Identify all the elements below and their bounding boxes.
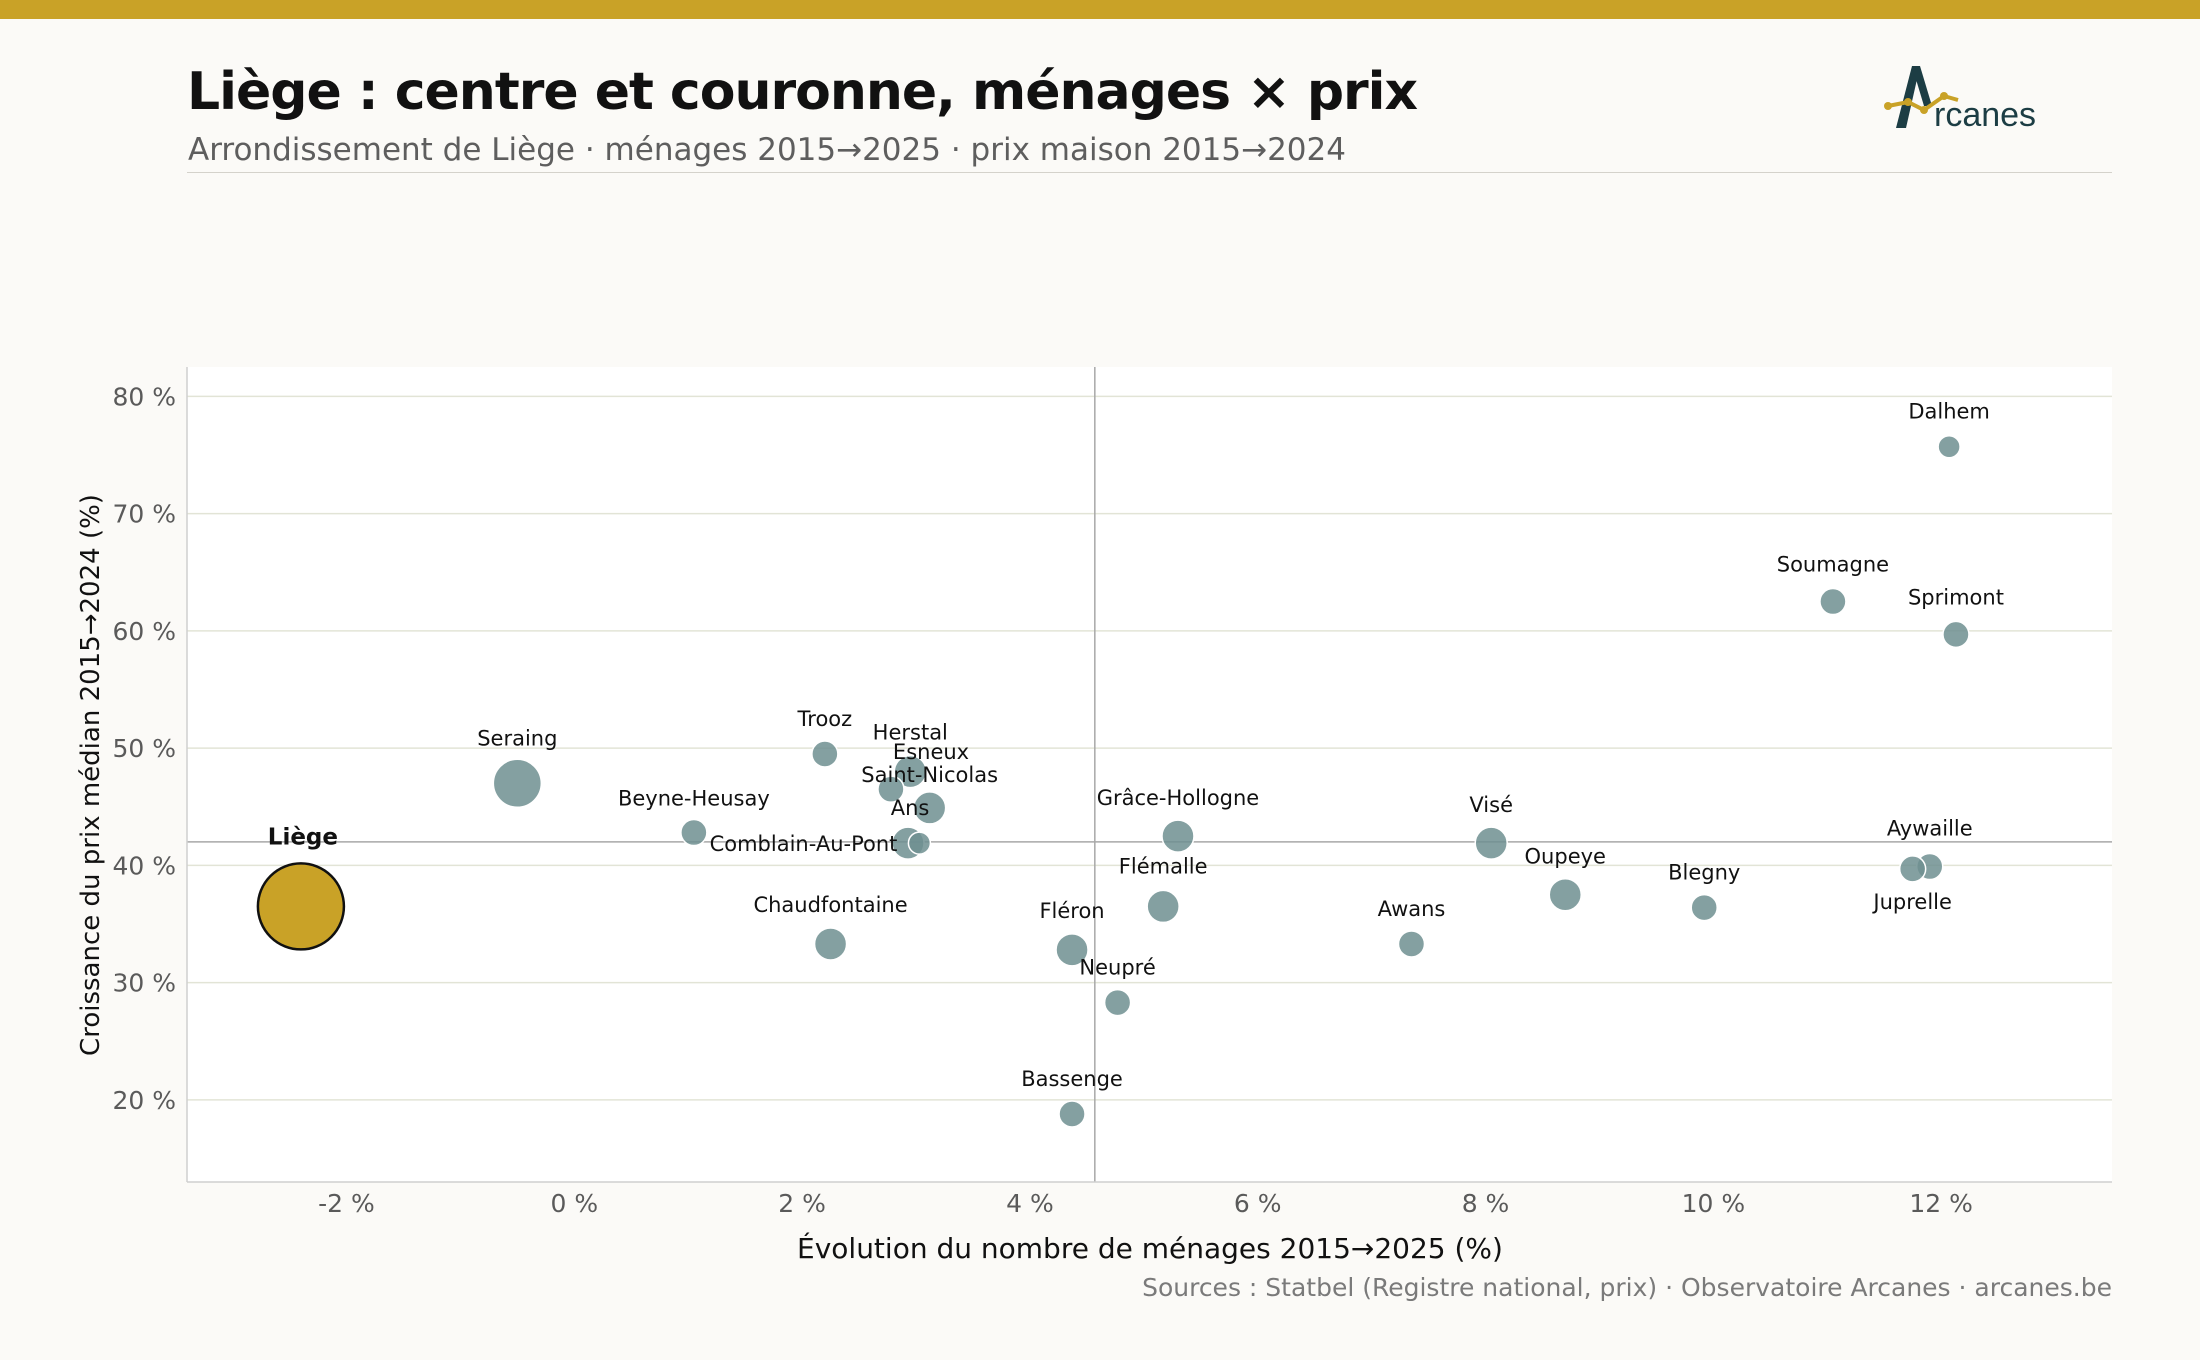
point-flemalle — [1146, 889, 1180, 924]
x-tick-labels: -2 % 0 % 2 % 4 % 6 % 8 % 10 % 12 % — [318, 1189, 1973, 1218]
x-tick-label: 10 % — [1682, 1189, 1746, 1218]
point-label-oupeye: Oupeye — [1525, 845, 1606, 869]
x-tick-label: 2 % — [778, 1189, 826, 1218]
y-tick-label: 20 % — [112, 1086, 176, 1115]
point-sprimont — [1942, 620, 1970, 649]
point-comblain-au-pont — [907, 831, 932, 855]
reference-lines — [187, 367, 2112, 1182]
point-neupre — [1103, 988, 1132, 1017]
point-saint-nicolas — [912, 791, 947, 825]
point-label-herstal: Herstal — [873, 721, 948, 745]
point-label-bassenge: Bassenge — [1021, 1067, 1123, 1091]
point-label-seraing: Seraing — [477, 726, 557, 750]
point-vise — [1474, 826, 1508, 860]
point-trooz — [811, 740, 839, 768]
x-tick-label: 4 % — [1006, 1189, 1054, 1218]
point-juprelle — [1898, 855, 1927, 883]
point-label-vise: Visé — [1469, 793, 1513, 817]
point-label-juprelle: Juprelle — [1871, 890, 1952, 914]
point-soumagne — [1819, 587, 1847, 616]
point-label-soumagne: Soumagne — [1777, 553, 1889, 577]
y-tick-label: 60 % — [112, 617, 176, 646]
plot-area — [187, 367, 2112, 1182]
point-label-aywaille: Aywaille — [1887, 817, 1973, 841]
point-awans — [1397, 930, 1426, 958]
page-title: Liège : centre et couronne, ménages × pr… — [187, 62, 1418, 122]
top-accent-bar — [0, 0, 2200, 19]
point-label-comblain-au-pont: Comblain-Au-Pont — [710, 832, 898, 856]
point-liege — [256, 862, 346, 951]
point-label-saint-nicolas: Saint-Nicolas — [861, 763, 998, 787]
x-tick-label: 12 % — [1909, 1189, 1973, 1218]
x-tick-label: 8 % — [1462, 1189, 1510, 1218]
arcanes-logo: rcanes — [1884, 66, 2036, 134]
y-tick-label: 30 % — [112, 969, 176, 998]
point-seraing — [492, 758, 543, 809]
point-label-dalhem: Dalhem — [1908, 400, 1990, 424]
point-chaudfontaine — [813, 927, 848, 961]
point-dalhem — [1937, 434, 1961, 459]
point-fleron — [1055, 933, 1089, 967]
point-label-beyne-heusay: Beyne-Heusay — [618, 787, 770, 811]
point-label-fleron: Fléron — [1039, 899, 1104, 923]
page-subtitle: Arrondissement de Liège · ménages 2015→2… — [188, 132, 1346, 168]
gridlines — [187, 395, 2112, 1101]
y-tick-label: 50 % — [112, 734, 176, 763]
point-label-sprimont: Sprimont — [1908, 585, 2004, 609]
y-tick-label: 80 % — [112, 382, 176, 411]
x-tick-label: 0 % — [550, 1189, 598, 1218]
point-esneux — [877, 775, 905, 803]
point-label-blegny: Blegny — [1668, 861, 1740, 885]
point-label-awans: Awans — [1378, 897, 1446, 921]
point-label-esneux: Esneux — [893, 740, 969, 764]
point-label-liege: Liège — [268, 824, 338, 850]
point-herstal — [893, 754, 928, 789]
point-label-chaudfontaine: Chaudfontaine — [753, 893, 907, 917]
point-grace-hollogne — [1161, 819, 1195, 853]
point-bassenge — [1058, 1100, 1086, 1128]
x-axis-label: Évolution du nombre de ménages 2015→2025… — [797, 1231, 1503, 1265]
x-tick-label: 6 % — [1234, 1189, 1282, 1218]
header-divider — [187, 172, 2112, 173]
source-note: Sources : Statbel (Registre national, pr… — [1142, 1273, 2112, 1302]
point-label-trooz: Trooz — [797, 707, 853, 731]
svg-text:rcanes: rcanes — [1934, 96, 2036, 134]
y-tick-label: 70 % — [112, 500, 176, 529]
point-label-neupre: Neupré — [1079, 956, 1155, 980]
x-tick-label: -2 % — [318, 1189, 375, 1218]
data-points — [256, 434, 1970, 1128]
y-tick-labels: 20 % 30 % 40 % 50 % 60 % 70 % 80 % — [112, 382, 176, 1115]
point-label-flemalle: Flémalle — [1119, 854, 1208, 878]
y-axis-label: Croissance du prix médian 2015→2024 (%) — [76, 494, 106, 1056]
point-label-grace-hollogne: Grâce-Hollogne — [1097, 786, 1260, 810]
y-tick-label: 40 % — [112, 851, 176, 880]
point-oupeye — [1548, 877, 1583, 912]
point-beyne-heusay — [680, 818, 708, 847]
point-blegny — [1690, 893, 1718, 922]
point-label-ans: Ans — [891, 796, 930, 820]
data-labels: Liège Seraing Beyne-Heusay Trooz HerstalEsne… — [268, 400, 2004, 1091]
